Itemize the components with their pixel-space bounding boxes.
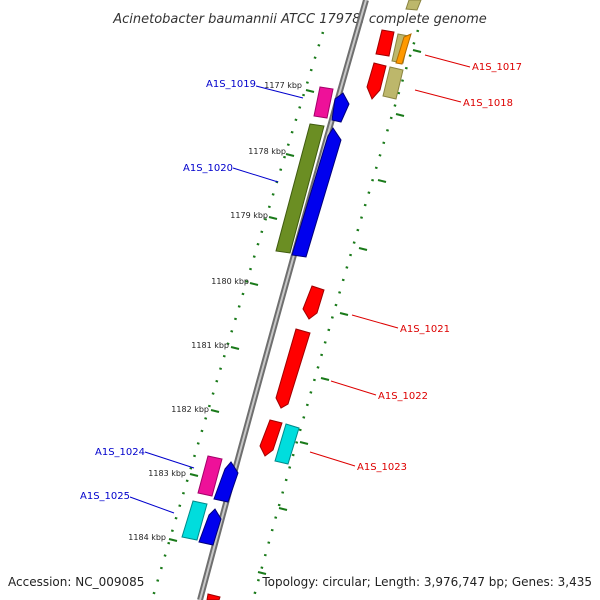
map-title: Acinetobacter baumannii ATCC 17978, comp… (112, 12, 487, 27)
gene-a1s-1023-red[interactable] (259, 419, 283, 457)
tick-mark (210, 409, 220, 413)
tick-label-1182: 1182 kbp (171, 405, 209, 414)
leader-a1s-1019 (255, 85, 304, 99)
inner-tick-mark (278, 507, 288, 511)
topology-text: Topology: circular; Length: 3,976,747 bp… (261, 575, 592, 589)
gene-bottom-red[interactable] (206, 593, 221, 600)
tick-label-1178: 1178 kbp (248, 147, 286, 156)
gene-a1s-1018-red[interactable] (366, 62, 387, 100)
leader-a1s-1024 (144, 451, 195, 469)
tick-mark (230, 346, 240, 350)
gene-a1s-1017-khaki-top[interactable] (405, 0, 422, 11)
leader-a1s-1020 (232, 167, 279, 183)
label-a1s-1025[interactable]: A1S_1025 (80, 491, 130, 502)
tick-label-1183: 1183 kbp (148, 469, 186, 478)
tick-label-1184: 1184 kbp (128, 533, 166, 542)
reverse-strand-genes (181, 86, 350, 546)
tick-label-1181: 1181 kbp (191, 341, 229, 350)
label-a1s-1024[interactable]: A1S_1024 (95, 447, 145, 458)
inner-tick-mark (412, 49, 422, 53)
tick-mark (168, 538, 178, 542)
tick-mark (189, 473, 199, 477)
gene-a1s-1024-blue[interactable] (213, 461, 239, 503)
gene-a1s-1020-blue[interactable] (291, 127, 342, 258)
scale-ticks: 1177 kbp 1178 kbp 1179 kbp 1180 kbp 1181… (128, 49, 422, 575)
accession-text: Accession: NC_009085 (8, 575, 144, 589)
tick-label-1180: 1180 kbp (211, 277, 249, 286)
gene-a1s-1017-red[interactable] (375, 29, 395, 57)
inner-tick-mark (320, 377, 330, 381)
gene-a1s-1023-cyan[interactable] (274, 423, 300, 465)
tick-mark (285, 153, 295, 157)
gene-a1s-1025-cyan[interactable] (181, 500, 208, 541)
gene-a1s-1018-khaki[interactable] (382, 66, 404, 100)
tick-mark (305, 89, 315, 93)
leader-a1s-1022 (330, 380, 377, 396)
label-a1s-1022[interactable]: A1S_1022 (378, 391, 428, 402)
gene-labels: A1S_1019 A1S_1020 A1S_1024 A1S_1025 A1S_… (80, 62, 522, 502)
leader-a1s-1025 (129, 496, 175, 514)
label-a1s-1020[interactable]: A1S_1020 (183, 163, 233, 174)
label-a1s-1019[interactable]: A1S_1019 (206, 79, 256, 90)
gene-a1s-1019-blue[interactable] (331, 92, 350, 123)
inner-tick-mark (257, 571, 267, 575)
tick-mark (249, 282, 259, 286)
gene-a1s-1019-magenta[interactable] (313, 86, 334, 119)
leader-a1s-1017 (424, 54, 471, 68)
inner-tick-mark (339, 312, 349, 316)
tick-label-1179: 1179 kbp (230, 211, 268, 220)
label-a1s-1023[interactable]: A1S_1023 (357, 462, 407, 473)
forward-strand-genes (206, 0, 422, 600)
label-a1s-1017[interactable]: A1S_1017 (472, 62, 522, 73)
inner-tick-mark (395, 113, 405, 117)
gene-a1s-1022-red[interactable] (275, 328, 311, 409)
label-a1s-1018[interactable]: A1S_1018 (463, 98, 513, 109)
gene-a1s-1020-olive[interactable] (275, 123, 325, 254)
gene-a1s-1024-magenta[interactable] (197, 455, 223, 497)
tick-mark (268, 216, 278, 220)
gene-a1s-1017-orange[interactable] (395, 33, 412, 65)
gene-a1s-1021-red[interactable] (302, 285, 325, 320)
label-a1s-1021[interactable]: A1S_1021 (400, 324, 450, 335)
leader-a1s-1018 (414, 89, 462, 103)
leader-a1s-1023 (309, 451, 356, 467)
genome-backbone-highlight (199, 0, 367, 600)
inner-tick-mark (377, 179, 387, 183)
inner-tick-mark (358, 247, 368, 251)
leader-lines (129, 54, 471, 514)
gene-a1s-1025-blue[interactable] (198, 508, 222, 546)
inner-tick-track (251, 29, 420, 600)
tick-label-1177: 1177 kbp (264, 81, 302, 90)
inner-tick-mark (299, 441, 309, 445)
leader-a1s-1021 (351, 314, 399, 329)
outer-tick-track (150, 31, 325, 600)
